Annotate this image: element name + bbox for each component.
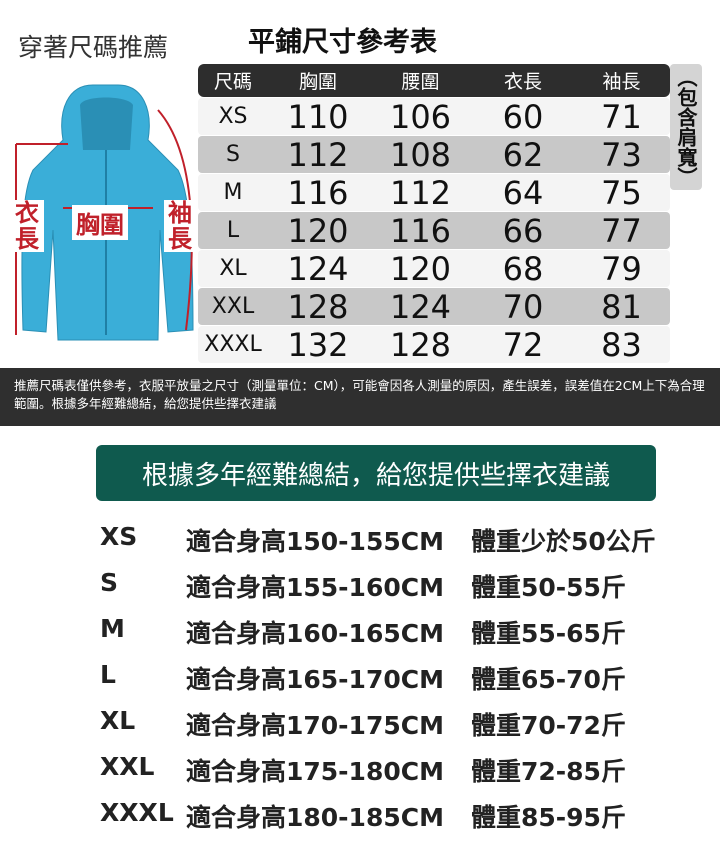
table-row: XS 110 106 60 71 xyxy=(198,97,670,136)
side-note: （包含肩寬） xyxy=(670,64,702,190)
rec-size: M xyxy=(100,614,125,643)
table-row: XL 124 120 68 79 xyxy=(198,249,670,288)
rec-weight: 體重50-55斤 xyxy=(471,573,626,602)
header-chest: 胸圍 xyxy=(298,71,337,93)
table-row: S 112 108 62 73 xyxy=(198,135,670,174)
table-cell: 124 xyxy=(389,287,452,326)
rec-size: S xyxy=(100,568,119,597)
recommendation-row: XL 適合身高170-175CM 體重70-72斤 xyxy=(100,706,626,742)
length-label: 衣長 xyxy=(10,200,44,252)
table-cell: XL xyxy=(219,256,247,281)
table-cell: 79 xyxy=(601,249,642,288)
table-cell: 62 xyxy=(502,135,544,174)
table-row: L 120 116 66 77 xyxy=(198,211,670,250)
table-cell: 128 xyxy=(389,325,452,364)
recommendation-row: XXL 適合身高175-180CM 體重72-85斤 xyxy=(100,752,626,788)
table-cell: 128 xyxy=(287,287,349,326)
rec-size: XXL xyxy=(100,752,155,781)
rec-height: 適合身高155-160CM xyxy=(186,573,444,602)
header-sleeve: 袖長 xyxy=(602,71,641,93)
advice-banner: 根據多年經難總結，給您提供些擇衣建議 xyxy=(96,445,656,501)
table-cell: 60 xyxy=(502,97,544,136)
rec-height: 適合身高170-175CM xyxy=(186,711,444,740)
table-cell: 64 xyxy=(502,173,544,212)
disclaimer: 推薦尺碼表僅供參考，衣服平放量之尺寸（測量單位：CM），可能會因各人測量的原因，… xyxy=(0,368,720,426)
rec-weight: 體重55-65斤 xyxy=(471,619,626,648)
table-cell: 68 xyxy=(502,249,544,288)
rec-size: XS xyxy=(100,522,138,551)
rec-weight: 體重70-72斤 xyxy=(471,711,626,740)
table-cell: 120 xyxy=(389,249,452,288)
table-cell: M xyxy=(223,180,243,205)
table-cell: 73 xyxy=(601,135,642,174)
size-table: 尺碼 胸圍 腰圍 衣長 袖長 XS 110 106 60 71 S 112 108 62 73 M 1… xyxy=(198,64,670,364)
table-cell: L xyxy=(226,218,240,243)
table-cell: 124 xyxy=(287,249,349,288)
rec-size: XXXL xyxy=(100,798,174,827)
header-length: 衣長 xyxy=(503,71,542,93)
table-cell: 83 xyxy=(601,325,642,364)
table-row: XXXL 132 128 72 83 xyxy=(198,325,670,364)
table-row: XXL 128 124 70 81 xyxy=(198,287,670,326)
rec-weight: 體重85-95斤 xyxy=(471,803,626,832)
rec-weight: 體重65-70斤 xyxy=(471,665,626,694)
table-cell: 70 xyxy=(502,287,544,326)
rec-height: 適合身高150-155CM xyxy=(186,527,444,556)
rec-weight: 體重72-85斤 xyxy=(471,757,626,786)
table-cell: 66 xyxy=(502,211,544,250)
recommendation-row: XS 適合身高150-155CM 體重少於50公斤 xyxy=(100,522,656,558)
table-cell: 71 xyxy=(601,97,642,136)
table-cell: 112 xyxy=(287,135,349,174)
table-cell: 132 xyxy=(287,325,349,364)
table-header: 尺碼 胸圍 腰圍 衣長 袖長 xyxy=(198,64,670,97)
rec-size: XL xyxy=(100,706,136,735)
rec-height: 適合身高180-185CM xyxy=(186,803,444,832)
header-waist: 腰圍 xyxy=(401,71,440,93)
recommendation-row: S 適合身高155-160CM 體重50-55斤 xyxy=(100,568,626,604)
table-cell: XXXL xyxy=(204,332,262,357)
recommendation-row: M 適合身高160-165CM 體重55-65斤 xyxy=(100,614,626,650)
left-title: 穿著尺碼推薦 xyxy=(18,33,169,62)
sleeve-label: 袖長 xyxy=(164,200,196,252)
table-cell: XS xyxy=(218,104,248,129)
table-cell: 110 xyxy=(287,97,349,136)
table-cell: S xyxy=(226,142,240,167)
table-cell: 108 xyxy=(389,135,452,174)
recommendation-row: XXXL 適合身高180-185CM 體重85-95斤 xyxy=(100,798,626,834)
table-cell: 77 xyxy=(601,211,642,250)
header-size: 尺碼 xyxy=(213,71,252,93)
table-cell: 116 xyxy=(389,211,452,250)
table-cell: 72 xyxy=(502,325,544,364)
rec-height: 適合身高160-165CM xyxy=(186,619,444,648)
table-cell: 120 xyxy=(287,211,349,250)
table-cell: 106 xyxy=(389,97,452,136)
rec-size: L xyxy=(100,660,116,689)
rec-height: 適合身高175-180CM xyxy=(186,757,444,786)
table-cell: 81 xyxy=(601,287,642,326)
table-row: M 116 112 64 75 xyxy=(198,173,670,212)
chest-label: 胸圍 xyxy=(72,205,128,240)
table-cell: 75 xyxy=(601,173,642,212)
table-cell: 116 xyxy=(287,173,349,212)
rec-weight: 體重少於50公斤 xyxy=(471,527,656,556)
table-title: 平鋪尺寸參考表 xyxy=(248,27,437,58)
rec-height: 適合身高165-170CM xyxy=(186,665,444,694)
recommendation-row: L 適合身高165-170CM 體重65-70斤 xyxy=(100,660,626,696)
table-cell: XXL xyxy=(211,294,255,319)
table-cell: 112 xyxy=(389,173,452,212)
